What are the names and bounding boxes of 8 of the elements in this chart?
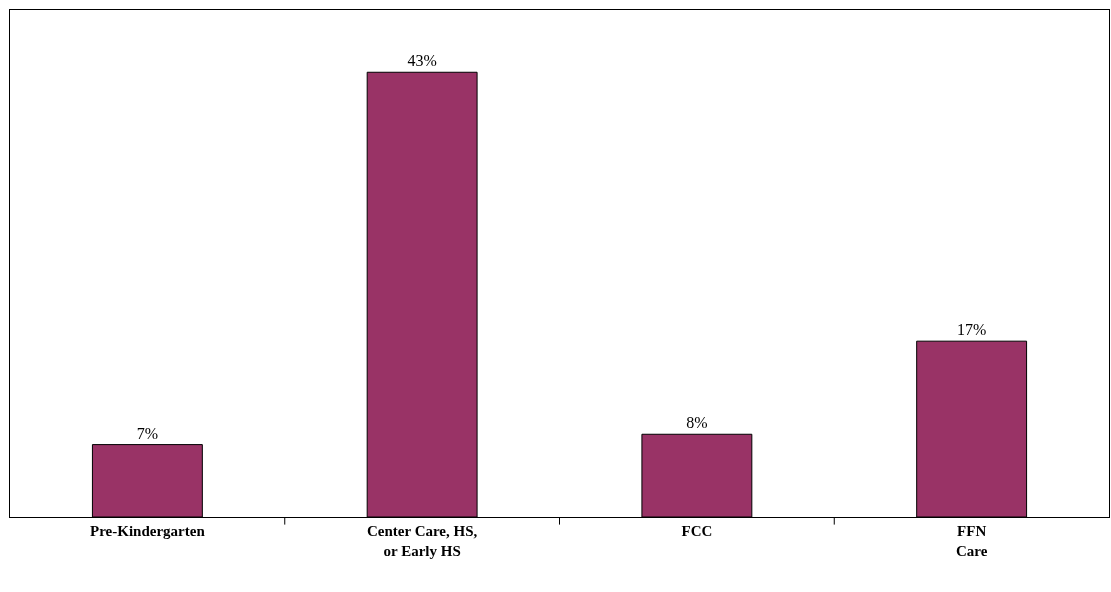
data-label: 8% (686, 414, 708, 432)
data-label: 7% (136, 424, 159, 442)
x-tick-label: FFN Care (955, 523, 988, 559)
data-label: 43% (407, 52, 437, 70)
x-tick-label: Pre-Kindergarten (90, 523, 206, 539)
data-label: 17% (956, 321, 987, 339)
x-tick-label: FCC (681, 523, 713, 539)
x-tick-label: Center Care, HS, or Early HS (367, 523, 478, 559)
